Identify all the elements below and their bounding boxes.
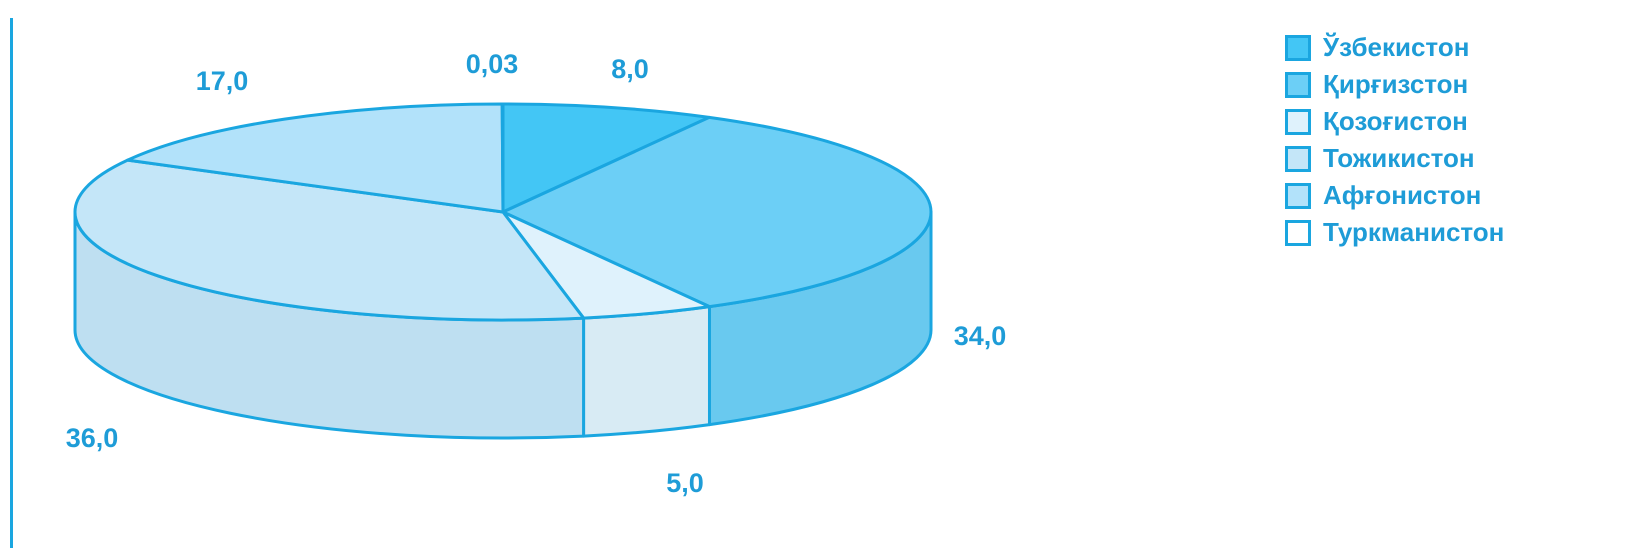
legend-item: Қозоғистон: [1285, 106, 1504, 136]
data-label-1: 8,0: [611, 54, 649, 84]
data-label-6: 0,03: [466, 49, 519, 79]
pie-side-3: [582, 305, 711, 438]
pie-chart: 8,0 34,0 5,0 36,0 17,0 0,03: [66, 49, 1007, 498]
data-label-3: 5,0: [666, 468, 704, 498]
pie-labels: 8,0 34,0 5,0 36,0 17,0 0,03: [66, 49, 1007, 498]
legend-label: Қирғизстон: [1323, 69, 1469, 99]
legend-label: Афғонистон: [1323, 180, 1482, 210]
legend-swatch: [1285, 71, 1311, 98]
legend-item: Туркманистон: [1285, 217, 1505, 247]
pie-tops: [73, 102, 933, 322]
data-label-5: 17,0: [196, 66, 249, 96]
legend: Ўзбекистон Қирғизстон Қозоғистон Тожикистон…: [1285, 32, 1505, 255]
legend-item: Қирғизстон: [1285, 69, 1504, 99]
legend-item: Афғонистон: [1285, 180, 1504, 210]
legend-label: Туркманистон: [1323, 217, 1505, 247]
legend-swatch: [1285, 145, 1311, 172]
pie-slice-5: [126, 102, 505, 214]
legend-label: Ўзбекистон: [1323, 32, 1470, 62]
legend-swatch: [1285, 219, 1311, 246]
legend-item: Тожикистон: [1285, 143, 1504, 173]
data-label-4: 36,0: [66, 423, 119, 453]
frame-border-line: [10, 18, 13, 548]
legend-item: Ўзбекистон: [1285, 32, 1504, 62]
legend-swatch: [1285, 108, 1311, 135]
pie-slice-2: [501, 115, 933, 309]
legend-swatch: [1285, 182, 1311, 209]
legend-label: Қозоғистон: [1323, 106, 1468, 136]
data-label-2: 34,0: [954, 321, 1007, 351]
pie-slice-4: [73, 158, 586, 322]
pie-slice-1: [501, 102, 711, 214]
legend-label: Тожикистон: [1323, 143, 1475, 173]
legend-swatch: [1285, 34, 1311, 61]
pie-slice-6: [500, 102, 505, 214]
